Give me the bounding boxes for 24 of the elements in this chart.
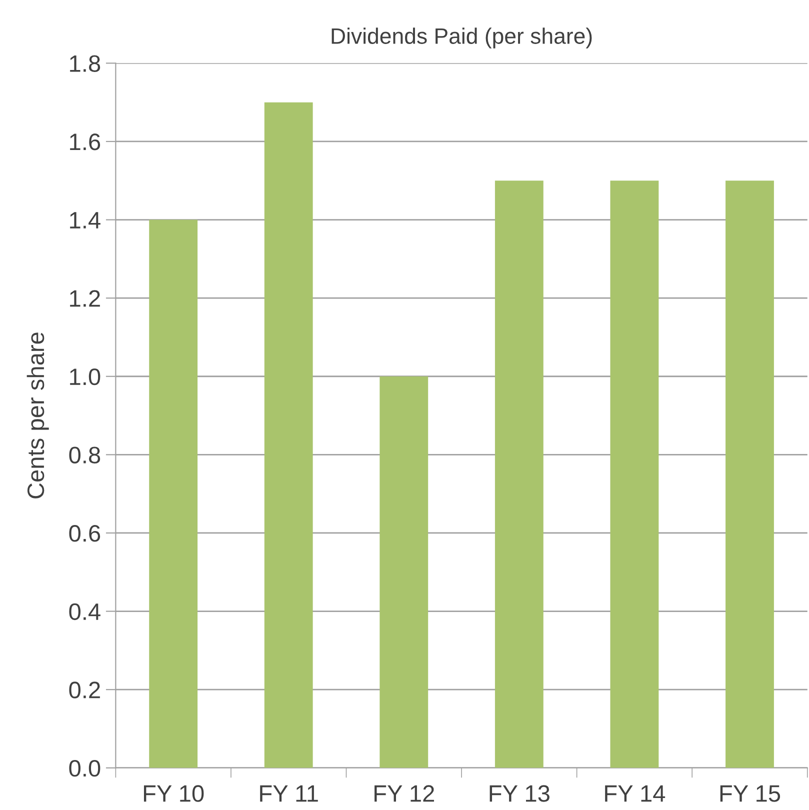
bar — [149, 220, 198, 768]
y-tick-label: 1.6 — [70, 134, 100, 150]
y-tick-label: 0.8 — [69, 446, 100, 464]
y-tick-label: 0.0 — [69, 760, 100, 777]
bar — [610, 180, 659, 768]
y-tick-label: 1.4 — [70, 212, 100, 228]
y-axis-title: Cents per share — [26, 332, 49, 498]
y-tick-label: 1.2 — [70, 290, 100, 307]
y-tick-label: 1.0 — [70, 368, 100, 386]
x-tick-label: FY 10 — [144, 785, 204, 802]
x-tick-label: FY 15 — [720, 785, 780, 802]
x-tick-label: FY 13 — [490, 785, 550, 802]
bar — [264, 102, 313, 768]
chart-title: Dividends Paid (per share) — [332, 28, 592, 48]
bar — [494, 180, 544, 768]
x-tick-label: FY 12 — [374, 785, 434, 802]
bar — [380, 376, 428, 768]
y-tick-label: 0.6 — [69, 525, 100, 542]
y-tick-label: 0.2 — [69, 682, 100, 698]
x-tick-label: FY 14 — [605, 785, 666, 802]
y-tick-label: 1.8 — [70, 55, 100, 72]
bar — [726, 180, 774, 768]
y-tick-label: 0.4 — [69, 603, 100, 620]
x-tick-label: FY 11 — [260, 785, 318, 802]
